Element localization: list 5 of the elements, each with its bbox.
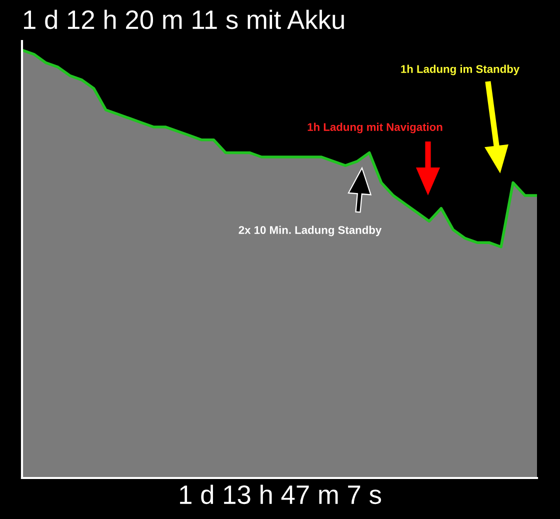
x-axis-title: 1 d 13 h 47 m 7 s bbox=[180, 484, 382, 504]
chart-title: 1 d 12 h 20 m 11 s mit Akku bbox=[24, 10, 344, 30]
annotation: 1h Ladung mit Navigation bbox=[308, 122, 442, 134]
annotation: 1h Ladung im Standby bbox=[401, 64, 520, 76]
annotation: 2x 10 Min. Ladung Standby bbox=[238, 226, 382, 236]
